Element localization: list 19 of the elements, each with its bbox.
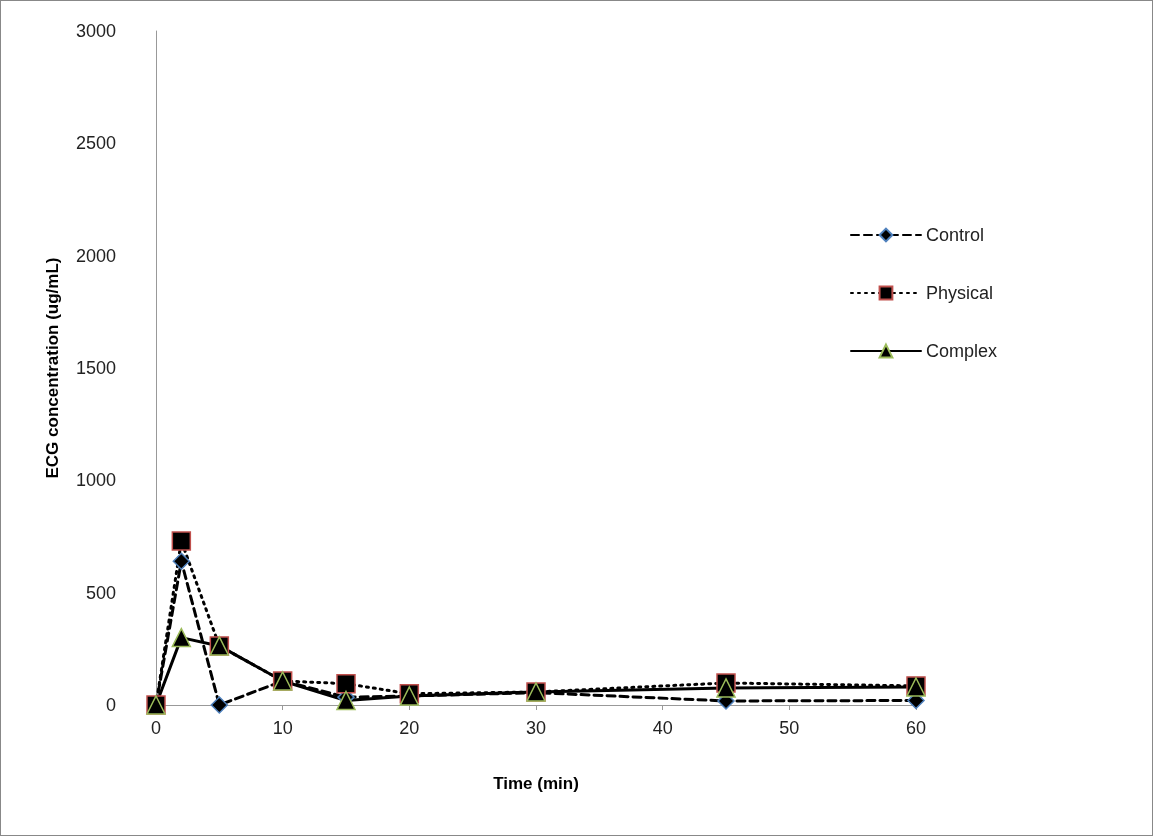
legend-label: Complex: [925, 341, 998, 361]
y-tick-label: 1000: [75, 470, 116, 491]
y-tick-label: 500: [85, 582, 116, 603]
legend-label: Control: [925, 225, 985, 245]
x-tick-label: 30: [525, 718, 547, 738]
x-tick-label: 60: [905, 718, 927, 738]
x-tick-label: 40: [652, 718, 673, 738]
x-tick-label: 20: [399, 718, 420, 738]
y-tick-label: 2500: [75, 133, 116, 154]
y-tick-label: 3000: [75, 21, 116, 41]
y-axis-title: ECG concentration (ug/mL): [43, 257, 62, 479]
legend-label: Physical: [925, 283, 994, 303]
y-tick-label: 2000: [75, 245, 116, 266]
y-tick-label: 1500: [75, 358, 116, 378]
y-tick-label: 0: [105, 695, 116, 715]
x-tick-label: 0: [150, 718, 162, 738]
x-tick-label: 50: [779, 718, 800, 738]
x-tick-label: 10: [272, 718, 293, 738]
x-axis-title: Time (min): [493, 774, 579, 793]
